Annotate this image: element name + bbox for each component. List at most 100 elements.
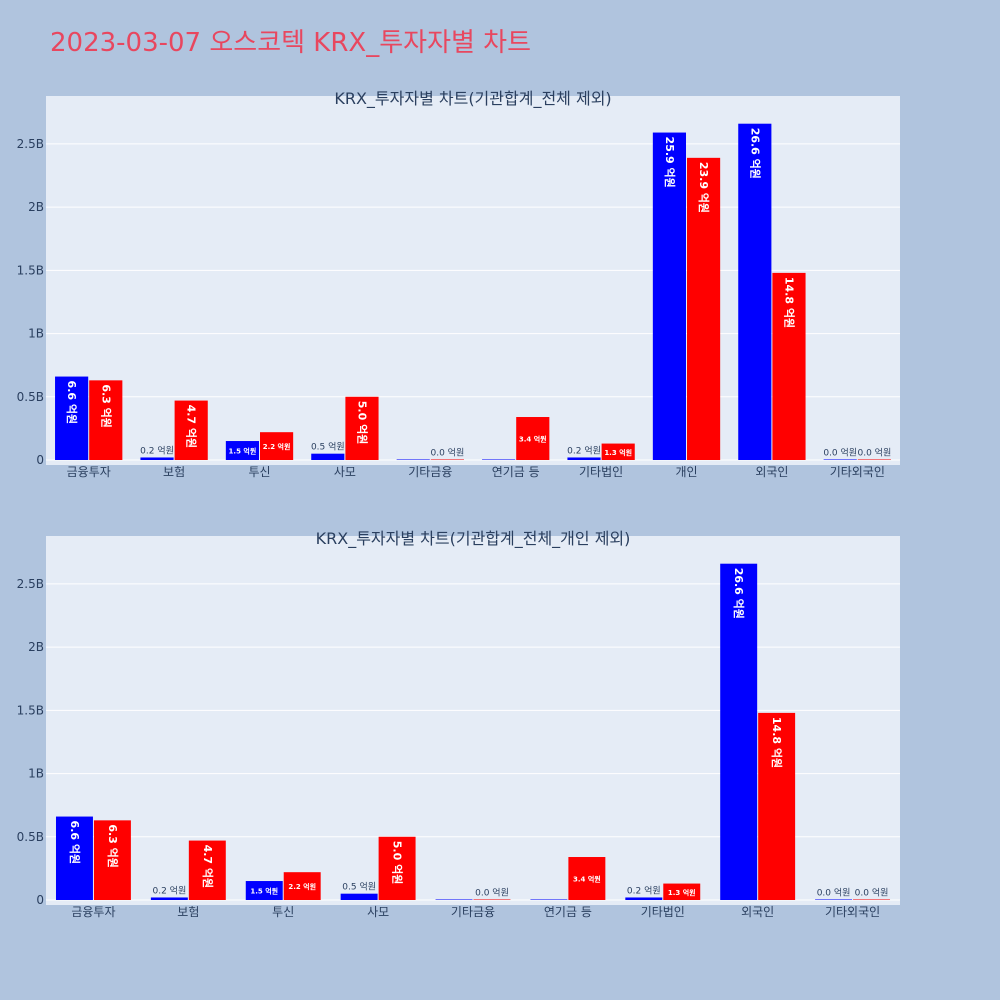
bar [772,272,806,460]
x-tick-label: 기타외국인 [825,905,880,919]
bar [815,899,853,900]
bar [687,157,721,460]
bar [283,872,321,900]
data-label: 2.2 억원 [263,442,291,451]
data-label: 6.3 억원 [106,824,120,868]
data-label: 14.8 억원 [770,717,784,768]
bar [652,132,686,461]
bar [55,816,93,900]
x-tick-label: 연기금 등 [492,465,540,479]
data-label: 0.2 억원 [627,884,661,896]
bar [601,443,635,460]
bar [516,417,550,460]
page-title: 2023-03-07 오스코텍 KRX_투자자별 차트 [50,28,532,58]
bar [430,459,464,460]
bar [567,457,601,460]
bar [188,840,226,900]
bar [857,459,891,460]
x-tick-label: 보험 [177,905,199,919]
bar [345,396,379,460]
data-label: 5.0 억원 [391,841,405,885]
data-label: 25.9 억원 [663,137,677,188]
y-tick-label: 1.5B [17,263,44,277]
bar [482,459,516,460]
bar [473,899,511,900]
bar [260,432,294,460]
bar [89,380,123,460]
data-label: 6.6 억원 [65,381,79,425]
plot-area [46,536,900,905]
data-label: 14.8 억원 [782,277,796,328]
bar [568,857,606,900]
data-label: 0.0 억원 [817,887,851,899]
data-label: 1.3 억원 [604,448,632,457]
y-tick-label: 2B [28,200,44,214]
bar [853,899,891,900]
x-tick-label: 기타외국인 [830,465,885,479]
data-label: 4.7 억원 [185,405,199,449]
data-label: 0.0 억원 [823,447,857,459]
y-tick-label: 2B [28,640,44,654]
y-tick-label: 0 [36,893,44,907]
data-label: 0.2 억원 [140,444,174,456]
data-label: 0.2 억원 [152,884,186,896]
bar [396,459,430,460]
x-tick-label: 연기금 등 [544,905,592,919]
plot-area [46,96,900,465]
data-label: 4.7 억원 [201,845,215,889]
bar [93,820,131,900]
x-tick-label: 기타금융 [408,465,452,479]
data-label: 1.5 억원 [229,447,257,456]
y-tick-label: 0.5B [17,390,44,404]
bar [530,899,568,900]
investor-chart-top: KRX_투자자별 차트(기관합계_전체 제외) 0 0.5B 1B 1.5B 2B 2.5B… [17,89,900,479]
x-tick-label: 외국인 [741,905,774,919]
bar [140,457,174,460]
y-tick-label: 1B [28,767,44,781]
data-label: 23.9 억원 [697,162,711,213]
data-label: 5.0 억원 [355,401,369,445]
x-tick-label: 투신 [272,905,294,919]
x-tick-label: 보험 [163,465,185,479]
x-tick-label: 기타금융 [451,905,495,919]
data-label: 0.0 억원 [858,447,892,459]
y-tick-label: 0 [36,453,44,467]
y-tick-label: 2.5B [17,577,44,591]
data-label: 26.6 억원 [732,568,746,619]
data-label: 6.6 억원 [68,821,82,865]
bar [720,563,758,900]
bar [174,400,208,460]
data-label: 2.2 억원 [288,882,316,891]
bar [625,897,663,900]
x-tick-label: 기타법인 [641,905,685,919]
chart-title: KRX_투자자별 차트(기관합계_전체 제외) [334,89,611,109]
data-label: 3.4 억원 [573,875,601,884]
x-tick-label: 개인 [675,465,697,479]
data-label: 0.0 억원 [431,447,465,459]
x-tick-label: 투신 [248,465,270,479]
bar [340,893,378,900]
investor-chart-bottom: KRX_투자자별 차트(기관합계_전체_개인 제외) 0 0.5B 1B 1.5B 2B 2… [17,529,900,919]
x-tick-label: 금융투자 [71,905,115,919]
data-label: 0.0 억원 [475,887,509,899]
data-label: 0.2 억원 [567,444,601,456]
x-tick-label: 기타법인 [579,465,623,479]
bar [758,712,796,900]
data-label: 0.5 억원 [311,441,345,453]
bar [738,123,772,460]
x-tick-label: 외국인 [755,465,788,479]
data-label: 0.0 억원 [855,887,889,899]
data-label: 1.3 억원 [668,888,696,897]
data-label: 1.5 억원 [250,887,278,896]
y-tick-label: 1.5B [17,703,44,717]
bar [225,441,259,460]
bar [55,376,89,460]
y-tick-label: 0.5B [17,830,44,844]
data-label: 6.3 억원 [99,384,113,428]
bar [378,836,416,900]
data-label: 0.5 억원 [342,881,376,893]
bar [311,453,345,460]
bar [245,881,283,900]
x-tick-label: 사모 [334,465,356,479]
y-tick-label: 1B [28,327,44,341]
